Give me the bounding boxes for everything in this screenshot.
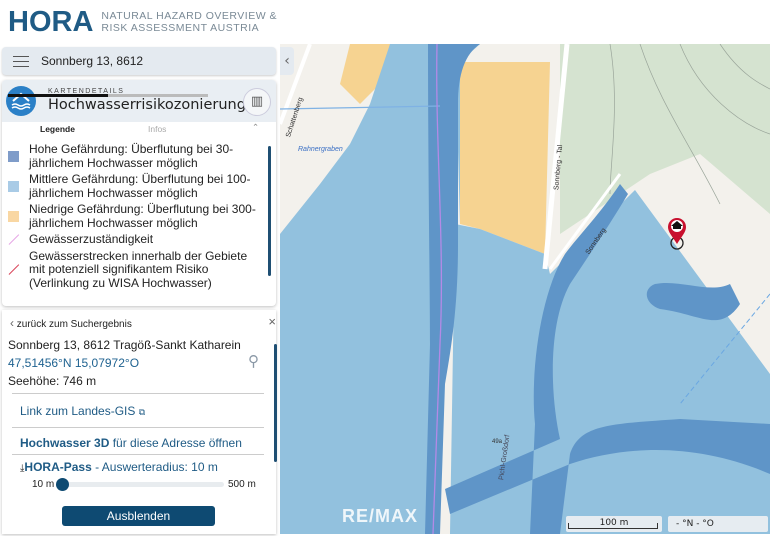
download-icon: ⤓: [20, 463, 25, 474]
app-header: HORA NATURAL HAZARD OVERVIEW & RISK ASSE…: [0, 0, 770, 44]
flood-house-icon: [6, 86, 36, 116]
chevron-up-icon[interactable]: ⌃: [252, 122, 260, 132]
search-zoom-icon[interactable]: ⚲: [248, 353, 259, 370]
coordinate-readout: - °N - °O: [668, 516, 768, 532]
tab-infos[interactable]: Infos: [148, 124, 167, 134]
tab-legende[interactable]: Legende: [40, 124, 75, 134]
map-label-rahnergraben: Rahnergraben: [298, 146, 343, 153]
legend-swatch: [8, 211, 19, 222]
card-overline: KARTENDETAILS: [48, 88, 125, 95]
legend-swatch: [8, 181, 19, 192]
legend-scrollbar[interactable]: [268, 146, 271, 276]
map-icon: ▥: [250, 94, 264, 109]
legend-item-medium: Mittlere Gefährdung: Überflutung bei 100…: [8, 172, 264, 200]
map-canvas[interactable]: Schattenberg Rahnergraben Sonnberg - Tal…: [280, 44, 770, 534]
divider: [12, 393, 264, 394]
card-tabs: Legende Infos ⌃: [2, 122, 276, 138]
info-scrollbar[interactable]: [274, 344, 277, 462]
low-hazard-area: [460, 62, 550, 254]
location-marker-icon[interactable]: [668, 218, 686, 250]
coordinates-text: 47,51456°N 15,07972°O: [8, 356, 140, 370]
menu-icon[interactable]: [13, 52, 29, 71]
address-text: Sonnberg 13, 8612 Tragöß-Sankt Katharein: [8, 338, 241, 352]
legend-line-swatch: [8, 264, 20, 276]
search-input[interactable]: Sonnberg 13, 8612: [41, 54, 144, 68]
high-hazard-patch: [646, 282, 740, 321]
close-icon[interactable]: ×: [268, 314, 276, 329]
legend-list: Hohe Gefährdung: Überflutung bei 30-jähr…: [2, 140, 264, 293]
water-authority-line: [432, 44, 443, 534]
divider: [12, 454, 264, 455]
hora-logo[interactable]: HORA: [8, 5, 94, 38]
legend-item-low: Niedrige Gefährdung: Überflutung bei 300…: [8, 202, 264, 230]
road-schattenberg: [280, 44, 312, 125]
slider-max-label: 500 m: [228, 479, 256, 490]
elevation-text: Seehöhe: 746 m: [8, 374, 97, 388]
card-title: Hochwasserrisikozonierung: [48, 97, 246, 113]
scale-line: [568, 523, 658, 529]
slider-min-label: 10 m: [32, 479, 55, 490]
map-label-house-number: 49a: [492, 439, 503, 445]
forest-area: [560, 44, 770, 234]
chevron-left-icon: ‹: [10, 316, 14, 330]
collapse-panel-button[interactable]: ‹: [280, 47, 294, 75]
scale-bar: 100 m: [566, 516, 662, 532]
slider-thumb[interactable]: [56, 478, 69, 491]
legend-item-water-authority: Gewässerzuständigkeit: [8, 232, 264, 247]
road-sonnberg-tal: [542, 44, 570, 270]
tab-indicator-active: [8, 94, 108, 97]
high-hazard-band: [445, 184, 770, 534]
hide-button[interactable]: Ausblenden: [62, 506, 215, 526]
legend-item-high: Hohe Gefährdung: Überflutung bei 30-jähr…: [8, 142, 264, 170]
map-layers: [280, 44, 770, 534]
legend-line-swatch: [8, 234, 20, 246]
medium-hazard-area: [280, 44, 440, 534]
remax-watermark: RE/MAX: [342, 506, 419, 526]
radius-slider[interactable]: [56, 478, 224, 491]
search-bar[interactable]: Sonnberg 13, 8612: [2, 47, 276, 75]
external-link-icon: ⧉: [138, 407, 146, 417]
hora-pass-link[interactable]: ⤓HORA-Pass - Auswerteradius: 10 m: [20, 460, 218, 474]
stream-rahnergraben: [280, 105, 441, 110]
logo-subtitle: NATURAL HAZARD OVERVIEW & RISK ASSESSMEN…: [101, 10, 278, 34]
divider: [12, 427, 264, 428]
road-sonnberg: [548, 173, 622, 270]
map-details-card: KARTENDETAILS Hochwasserrisikozonierung …: [2, 80, 276, 306]
legend-swatch: [8, 151, 19, 162]
address-info-panel: ‹ zurück zum Suchergebnis × Sonnberg 13,…: [2, 310, 277, 534]
hochwasser-3d-link[interactable]: Hochwasser 3D für diese Adresse öffnen: [20, 436, 242, 450]
tab-indicator: [108, 94, 208, 97]
card-header: KARTENDETAILS Hochwasserrisikozonierung …: [2, 80, 276, 122]
legend-item-risk-streams: Gewässerstrecken innerhalb der Gebiete m…: [8, 249, 264, 291]
map-layers-button[interactable]: ▥: [243, 88, 271, 116]
landes-gis-link[interactable]: Link zum Landes-GIS ⧉: [20, 404, 146, 418]
contour-lines: [609, 44, 770, 205]
back-to-results-link[interactable]: ‹ zurück zum Suchergebnis: [10, 316, 132, 330]
